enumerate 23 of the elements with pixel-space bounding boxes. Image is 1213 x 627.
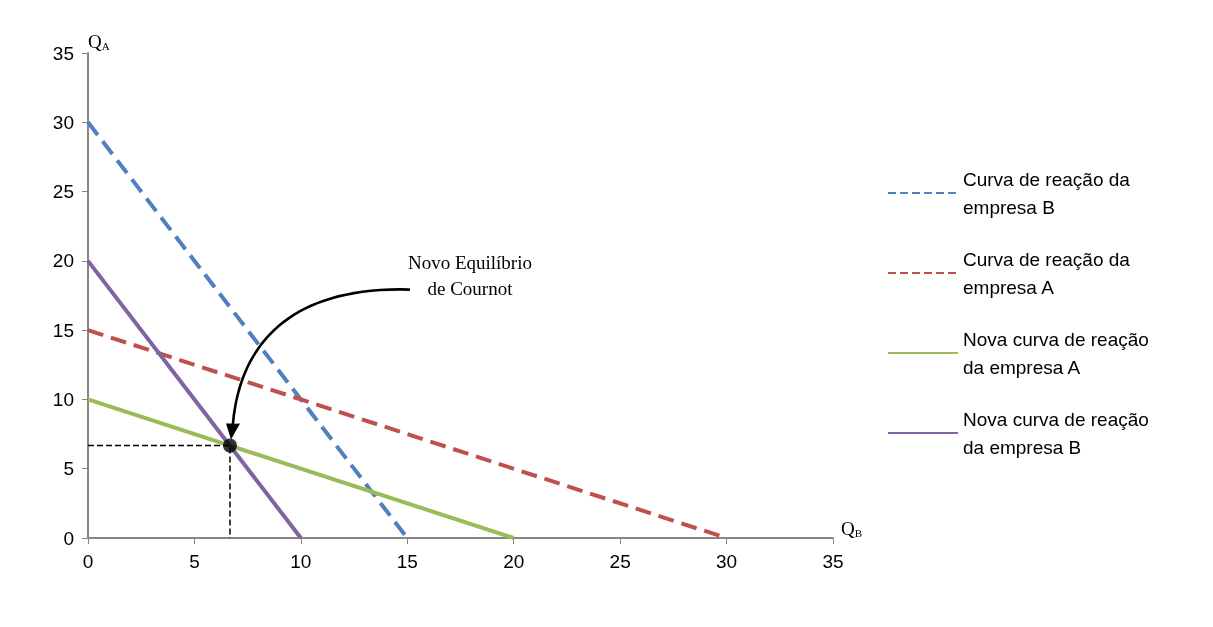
- y-tick-label: 35: [52, 42, 74, 64]
- y-tick-label: 10: [52, 388, 74, 410]
- x-tick-label: 10: [290, 551, 312, 572]
- y-tick-label: 30: [52, 111, 74, 133]
- y-tick-label: 25: [52, 181, 74, 203]
- x-axis-title: QB: [841, 518, 863, 539]
- legend-label: Nova curva de reação da empresa B: [963, 408, 1155, 458]
- y-axis-title: QA: [88, 31, 110, 52]
- legend-label: Curva de reação da empresa A: [963, 248, 1136, 298]
- x-tick-label: 35: [822, 551, 844, 572]
- x-tick-label: 15: [396, 551, 418, 572]
- annotation: Novo Equilíbrio de Cournot: [407, 252, 532, 300]
- y-tick-label: 20: [52, 250, 74, 272]
- y-tick-label: 0: [63, 527, 74, 549]
- x-tick-label: 20: [503, 551, 525, 572]
- legend-label: Nova curva de reação da empresa A: [963, 328, 1155, 378]
- x-tick-label: 0: [82, 551, 94, 572]
- y-tick-label: 5: [63, 458, 74, 480]
- y-tick-label: 15: [52, 319, 74, 341]
- x-tick-label: 30: [716, 551, 738, 572]
- x-tick-label: 5: [189, 551, 200, 572]
- x-tick-label: 25: [609, 551, 631, 572]
- legend-label: Curva de reação da empresa B: [963, 168, 1136, 218]
